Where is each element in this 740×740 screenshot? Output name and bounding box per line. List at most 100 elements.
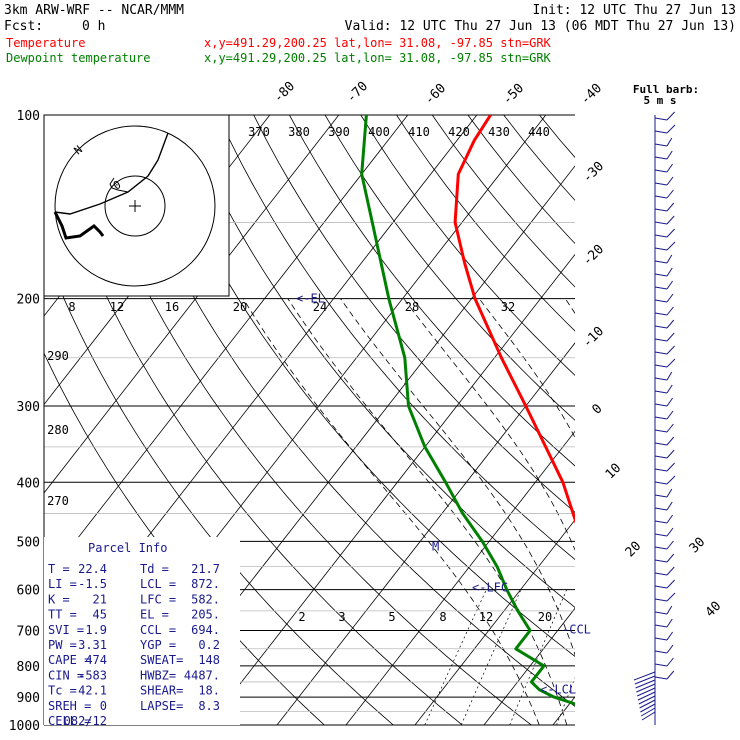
wind-barb <box>654 319 675 329</box>
theta-label: 370 <box>248 125 270 139</box>
mixing-ratio-line <box>556 677 575 725</box>
theta-label-low: 280 <box>47 423 69 437</box>
wind-barb <box>654 124 676 134</box>
init-time: Init: 12 UTC Thu 27 Jun 13 <box>533 3 737 18</box>
mixing-ratio-line <box>509 589 567 725</box>
fcst-label: Fcst: <box>4 19 43 34</box>
wind-barb <box>640 707 656 717</box>
wind-barb <box>636 687 656 697</box>
parcel-info-title: Parcel Info <box>88 541 167 555</box>
isotherm-line <box>691 115 740 725</box>
isotherm-label: -40 <box>578 81 605 108</box>
parcel-info-cell: 872. <box>191 577 220 591</box>
parcel-info-cell: CCL = <box>140 623 176 637</box>
wind-barb <box>654 436 675 446</box>
wind-barb-column <box>633 111 676 725</box>
barb-note-1: Full barb: <box>633 83 699 96</box>
isotherm-line <box>44 115 340 494</box>
hodograph-trace-upper <box>54 132 169 215</box>
isotherm-line <box>276 342 575 725</box>
isotherm-line <box>483 607 575 725</box>
moist-adiabat-line <box>652 299 705 725</box>
mixing-ratio-label: 5 <box>388 610 395 624</box>
pressure-tick-label: 500 <box>17 535 40 550</box>
valid-time: Valid: 12 UTC Thu 27 Jun 13 (06 MDT Thu … <box>345 19 736 34</box>
wind-barb <box>654 579 675 589</box>
temperature-profile-line <box>453 115 575 524</box>
wind-barb <box>654 644 674 654</box>
parcel-info-cell: 18. <box>198 684 220 698</box>
mixing-ratio-label: 12 <box>479 610 493 624</box>
wind-barb <box>654 423 674 433</box>
isotherm-label: -50 <box>500 81 527 108</box>
parcel-info-cell: 582. <box>191 592 220 606</box>
parcel-info-cell: CELL = <box>48 714 91 728</box>
isotherm-label: -20 <box>580 242 607 269</box>
wind-barb <box>654 501 673 511</box>
wind-barb <box>654 371 673 381</box>
wind-barb <box>654 605 673 615</box>
parcel-info-cell: 21.7 <box>191 562 220 576</box>
moist-adiabat-line <box>564 298 575 315</box>
mixing-ratio-label: 2 <box>298 610 305 624</box>
dry-adiabat-line <box>647 115 740 725</box>
parcel-info-cell: SHEAR= <box>140 684 183 698</box>
dewpoint-legend: Dewpoint temperature <box>6 51 151 65</box>
parcel-info-cell: SVI = <box>48 623 84 637</box>
parcel-info-cell: 22.4 <box>78 562 107 576</box>
wind-barb <box>654 345 675 355</box>
barb-note-2: 5 m s <box>643 94 676 107</box>
wind-barb <box>654 202 675 212</box>
wind-barb <box>654 215 675 225</box>
model-title: 3km ARW-WRF -- NCAR/MMM <box>4 3 184 18</box>
parcel-info-cell: 42.1 <box>78 684 107 698</box>
isotherm-label: 0 <box>589 401 605 417</box>
mixing-ratio-label: 8 <box>439 610 446 624</box>
parcel-info-cell: 694. <box>191 623 220 637</box>
theta-label: 390 <box>328 125 350 139</box>
wind-barb <box>654 332 675 342</box>
moist-adiabat-line <box>403 298 575 551</box>
wind-barb <box>654 241 676 251</box>
theta-label-low: 290 <box>47 349 69 363</box>
wind-barb <box>654 280 674 290</box>
hodograph-trace-lower <box>53 211 105 240</box>
isotherm-line <box>345 430 575 725</box>
dewpoint-info: x,y=491.29,200.25 lat,lon= 31.08, -97.85… <box>204 51 552 65</box>
dry-adiabat-line <box>682 115 740 725</box>
parcel-info-cell: TT = <box>48 608 77 622</box>
temperature-legend: Temperature <box>6 36 85 50</box>
wind-barb <box>654 488 673 498</box>
parcel-info-cell: K = <box>48 592 70 606</box>
moist-adiabat-label: 28 <box>405 300 419 314</box>
parcel-info-cell: LFC = <box>140 592 176 606</box>
parcel-info-cell: LAPSE= <box>140 699 183 713</box>
hodograph: 0 N <box>43 114 230 297</box>
parcel-info-cell: SWEAT= <box>140 653 183 667</box>
theta-label: 430 <box>488 125 510 139</box>
isotherm-label: -70 <box>344 79 371 106</box>
mixing-ratio-label: 3 <box>338 610 345 624</box>
isotherm-line <box>207 253 575 725</box>
level-label: M <box>432 540 439 554</box>
isotherm-label: -10 <box>580 324 607 351</box>
wind-barb <box>637 691 656 701</box>
isotherm-line <box>622 115 740 725</box>
wind-barb <box>654 176 674 186</box>
wind-barb <box>654 254 673 264</box>
isotherm-label: -60 <box>422 81 449 108</box>
isotherm-label: 10 <box>603 461 625 483</box>
wind-barb <box>634 675 656 685</box>
parcel-info-cell: 205. <box>191 608 220 622</box>
parcel-info-cell: LI = <box>48 577 77 591</box>
isotherm-label: 40 <box>703 599 725 621</box>
pressure-tick-label: 400 <box>17 476 40 491</box>
theta-label: 400 <box>368 125 390 139</box>
parcel-info-cell: 082/12 <box>64 714 107 728</box>
moist-adiabat-label: 8 <box>68 300 75 314</box>
level-label: <-LCL <box>540 683 576 697</box>
parcel-info-cell: PW = <box>48 638 77 652</box>
wind-barb <box>654 475 676 485</box>
mixing-ratio-line <box>655 590 703 725</box>
moist-adiabat-label: 16 <box>165 300 179 314</box>
